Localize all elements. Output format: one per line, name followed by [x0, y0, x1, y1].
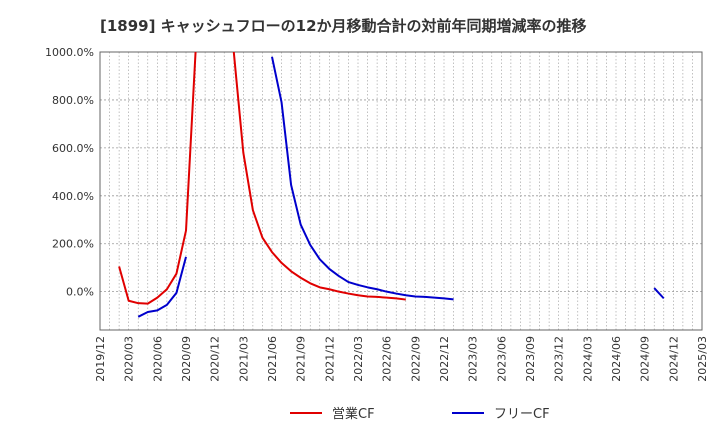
series-line-free-cf: [137, 256, 187, 318]
x-tick-label: 2022/06: [381, 336, 394, 382]
y-tick-label: 400.0%: [52, 190, 94, 203]
x-tick-label: 2022/03: [352, 336, 365, 382]
legend: 営業CF フリーCF: [290, 406, 550, 422]
y-tick-label: 0.0%: [66, 286, 94, 299]
y-tick-label: 1000.0%: [45, 46, 94, 59]
x-tick-label: 2019/12: [94, 336, 107, 382]
x-tick-label: 2020/06: [151, 336, 164, 382]
x-tick-label: 2022/12: [438, 336, 451, 382]
grid: [100, 51, 702, 330]
x-tick-label: 2024/03: [581, 336, 594, 382]
series-line-operating-cf: [232, 52, 406, 301]
x-tick-label: 2024/06: [610, 336, 623, 382]
chart-title: [1899] キャッシュフローの12か月移動合計の対前年同期増減率の推移: [100, 17, 587, 35]
x-axis: 2019/12 2020/03 2020/06 2020/09 2020/12 2021/…: [94, 336, 709, 382]
x-tick-label: 2020/09: [180, 336, 193, 382]
plot-frame: [99, 51, 703, 331]
series-group: [118, 52, 665, 318]
x-tick-label: 2021/09: [295, 336, 308, 382]
y-axis: 0.0% 200.0% 400.0% 600.0% 800.0% 1000.0%: [45, 46, 94, 299]
x-tick-label: 2023/09: [524, 336, 537, 382]
series-line-free-cf: [653, 287, 665, 300]
x-tick-label: 2020/12: [209, 336, 222, 382]
x-tick-label: 2021/12: [323, 336, 336, 382]
y-tick-label: 200.0%: [52, 238, 94, 251]
x-tick-label: 2023/06: [495, 336, 508, 382]
x-tick-label: 2022/09: [409, 336, 422, 382]
x-tick-label: 2021/06: [266, 336, 279, 382]
x-tick-label: 2025/03: [696, 336, 709, 382]
x-tick-label: 2024/09: [639, 336, 652, 382]
series-line-free-cf: [271, 56, 454, 301]
series-line-operating-cf: [118, 52, 197, 305]
x-tick-label: 2021/03: [237, 336, 250, 382]
x-tick-label: 2023/12: [553, 336, 566, 382]
y-tick-label: 800.0%: [52, 94, 94, 107]
x-tick-label: 2024/12: [667, 336, 680, 382]
legend-label: フリーCF: [494, 407, 550, 422]
y-tick-label: 600.0%: [52, 142, 94, 155]
x-tick-label: 2020/03: [123, 336, 136, 382]
legend-label: 営業CF: [332, 406, 375, 422]
x-tick-label: 2023/03: [467, 336, 480, 382]
